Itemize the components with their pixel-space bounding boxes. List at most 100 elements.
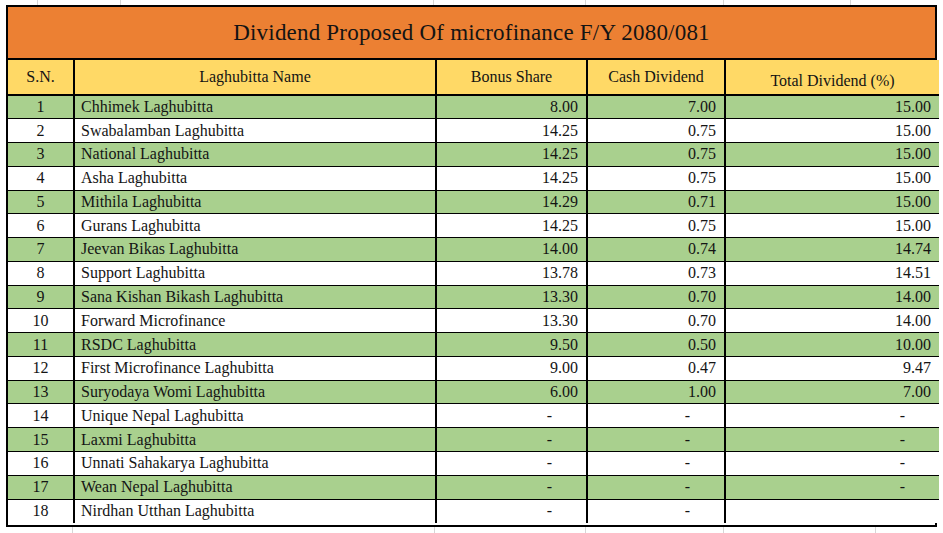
cell-bonus-share[interactable]: 13.78 [436,261,587,285]
cell-sn[interactable]: 8 [8,261,74,285]
cell-laghubitta-name[interactable]: Unnati Sahakarya Laghubitta [74,451,436,475]
cell-laghubitta-name[interactable]: Jeevan Bikas Laghubitta [74,238,436,262]
cell-sn[interactable]: 14 [8,404,74,428]
cell-bonus-share[interactable]: 9.50 [436,333,587,357]
cell-bonus-share[interactable]: 8.00 [436,95,587,119]
cell-laghubitta-name[interactable]: Laxmi Laghubitta [74,428,436,452]
cell-cash-dividend[interactable]: 0.75 [587,214,725,238]
cell-cash-dividend[interactable]: - [587,404,725,428]
cell-cash-dividend[interactable]: 0.74 [587,238,725,262]
cell-total-dividend[interactable]: 15.00 [725,214,939,238]
cell-laghubitta-name[interactable]: Unique Nepal Laghubitta [74,404,436,428]
cell-laghubitta-name[interactable]: Nirdhan Utthan Laghubitta [74,499,436,523]
cell-laghubitta-name[interactable]: Asha Laghubitta [74,166,436,190]
cell-sn[interactable]: 15 [8,428,74,452]
cell-bonus-share[interactable]: 9.00 [436,356,587,380]
cell-cash-dividend[interactable]: - [587,428,725,452]
cell-total-dividend[interactable] [725,499,939,523]
cell-cash-dividend[interactable]: 1.00 [587,380,725,404]
cell-laghubitta-name[interactable]: National Laghubitta [74,143,436,167]
cell-total-dividend[interactable]: 14.51 [725,261,939,285]
cell-laghubitta-name[interactable]: Wean Nepal Laghubitta [74,475,436,499]
cell-sn[interactable]: 16 [8,451,74,475]
cell-laghubitta-name[interactable]: Mithila Laghubitta [74,190,436,214]
cell-total-dividend[interactable]: 15.00 [725,143,939,167]
cell-cash-dividend[interactable]: 0.70 [587,309,725,333]
cell-cash-dividend[interactable]: - [587,499,725,523]
table-row: 7 Jeevan Bikas Laghubitta 14.00 0.74 14.… [8,238,939,262]
cell-total-dividend[interactable]: - [725,428,939,452]
cell-sn[interactable]: 10 [8,309,74,333]
cell-bonus-share[interactable]: 14.25 [436,166,587,190]
cell-laghubitta-name[interactable]: Sana Kishan Bikash Laghubitta [74,285,436,309]
cell-laghubitta-name[interactable]: RSDC Laghubitta [74,333,436,357]
cell-bonus-share[interactable]: 14.25 [436,214,587,238]
header-total-dividend[interactable]: Total Dividend (%) [725,60,939,95]
cell-cash-dividend[interactable]: 0.47 [587,356,725,380]
cell-total-dividend[interactable]: - [725,404,939,428]
cell-sn[interactable]: 4 [8,166,74,190]
cell-total-dividend[interactable]: 9.47 [725,356,939,380]
cell-total-dividend[interactable]: 7.00 [725,380,939,404]
cell-cash-dividend[interactable]: 0.70 [587,285,725,309]
header-sn[interactable]: S.N. [8,60,74,95]
cell-laghubitta-name[interactable]: Support Laghubitta [74,261,436,285]
cell-total-dividend[interactable]: 15.00 [725,166,939,190]
cell-sn[interactable]: 12 [8,356,74,380]
cell-cash-dividend[interactable]: 0.75 [587,166,725,190]
cell-bonus-share[interactable]: - [436,499,587,523]
cell-total-dividend[interactable]: 15.00 [725,95,939,119]
cell-laghubitta-name[interactable]: Swabalamban Laghubitta [74,119,436,143]
cell-total-dividend[interactable]: 15.00 [725,119,939,143]
cell-sn[interactable]: 2 [8,119,74,143]
header-bonus-share[interactable]: Bonus Share [436,60,587,95]
cell-sn[interactable]: 11 [8,333,74,357]
cell-sn[interactable]: 18 [8,499,74,523]
cell-laghubitta-name[interactable]: Chhimek Laghubitta [74,95,436,119]
cell-sn[interactable]: 5 [8,190,74,214]
cell-sn[interactable]: 3 [8,143,74,167]
cell-cash-dividend[interactable]: - [587,475,725,499]
cell-total-dividend[interactable]: - [725,475,939,499]
cell-laghubitta-name[interactable]: Gurans Laghubitta [74,214,436,238]
cell-sn[interactable]: 1 [8,95,74,119]
cell-laghubitta-name[interactable]: Forward Microfinance [74,309,436,333]
cell-cash-dividend[interactable]: 0.50 [587,333,725,357]
cell-bonus-share[interactable]: - [436,428,587,452]
cell-total-dividend[interactable]: 14.74 [725,238,939,262]
cell-total-dividend[interactable]: 14.00 [725,285,939,309]
cell-sn[interactable]: 6 [8,214,74,238]
cell-bonus-share[interactable]: 13.30 [436,285,587,309]
cell-bonus-share[interactable]: - [436,475,587,499]
cell-cash-dividend[interactable]: 7.00 [587,95,725,119]
cell-cash-dividend[interactable]: 0.73 [587,261,725,285]
cell-laghubitta-name[interactable]: First Microfinance Laghubitta [74,356,436,380]
cell-total-dividend[interactable]: 10.00 [725,333,939,357]
cell-cash-dividend[interactable]: 0.75 [587,119,725,143]
cell-laghubitta-name[interactable]: Suryodaya Womi Laghubitta [74,380,436,404]
cell-sn[interactable]: 13 [8,380,74,404]
cell-total-dividend[interactable]: - [725,451,939,475]
cell-bonus-share[interactable]: 13.30 [436,309,587,333]
cell-bonus-share[interactable]: 14.25 [436,119,587,143]
cell-cash-dividend[interactable]: - [587,451,725,475]
cell-bonus-share[interactable]: 14.29 [436,190,587,214]
table-row: 11 RSDC Laghubitta 9.50 0.50 10.00 [8,333,939,357]
cell-total-dividend[interactable]: 14.00 [725,309,939,333]
cell-cash-dividend[interactable]: 0.71 [587,190,725,214]
cell-total-dividend[interactable]: 15.00 [725,190,939,214]
table-row: 17 Wean Nepal Laghubitta - - - [8,475,939,499]
cell-bonus-share[interactable]: - [436,451,587,475]
cell-sn[interactable]: 17 [8,475,74,499]
header-laghubitta-name[interactable]: Laghubitta Name [74,60,436,95]
header-cash-dividend[interactable]: Cash Dividend [587,60,725,95]
cell-bonus-share[interactable]: 6.00 [436,380,587,404]
table-row: 4 Asha Laghubitta 14.25 0.75 15.00 [8,166,939,190]
cell-bonus-share[interactable]: 14.25 [436,143,587,167]
dividend-table: Dividend Proposed Of microfinance F/Y 20… [6,5,937,527]
cell-cash-dividend[interactable]: 0.75 [587,143,725,167]
cell-bonus-share[interactable]: - [436,404,587,428]
cell-sn[interactable]: 9 [8,285,74,309]
cell-bonus-share[interactable]: 14.00 [436,238,587,262]
cell-sn[interactable]: 7 [8,238,74,262]
